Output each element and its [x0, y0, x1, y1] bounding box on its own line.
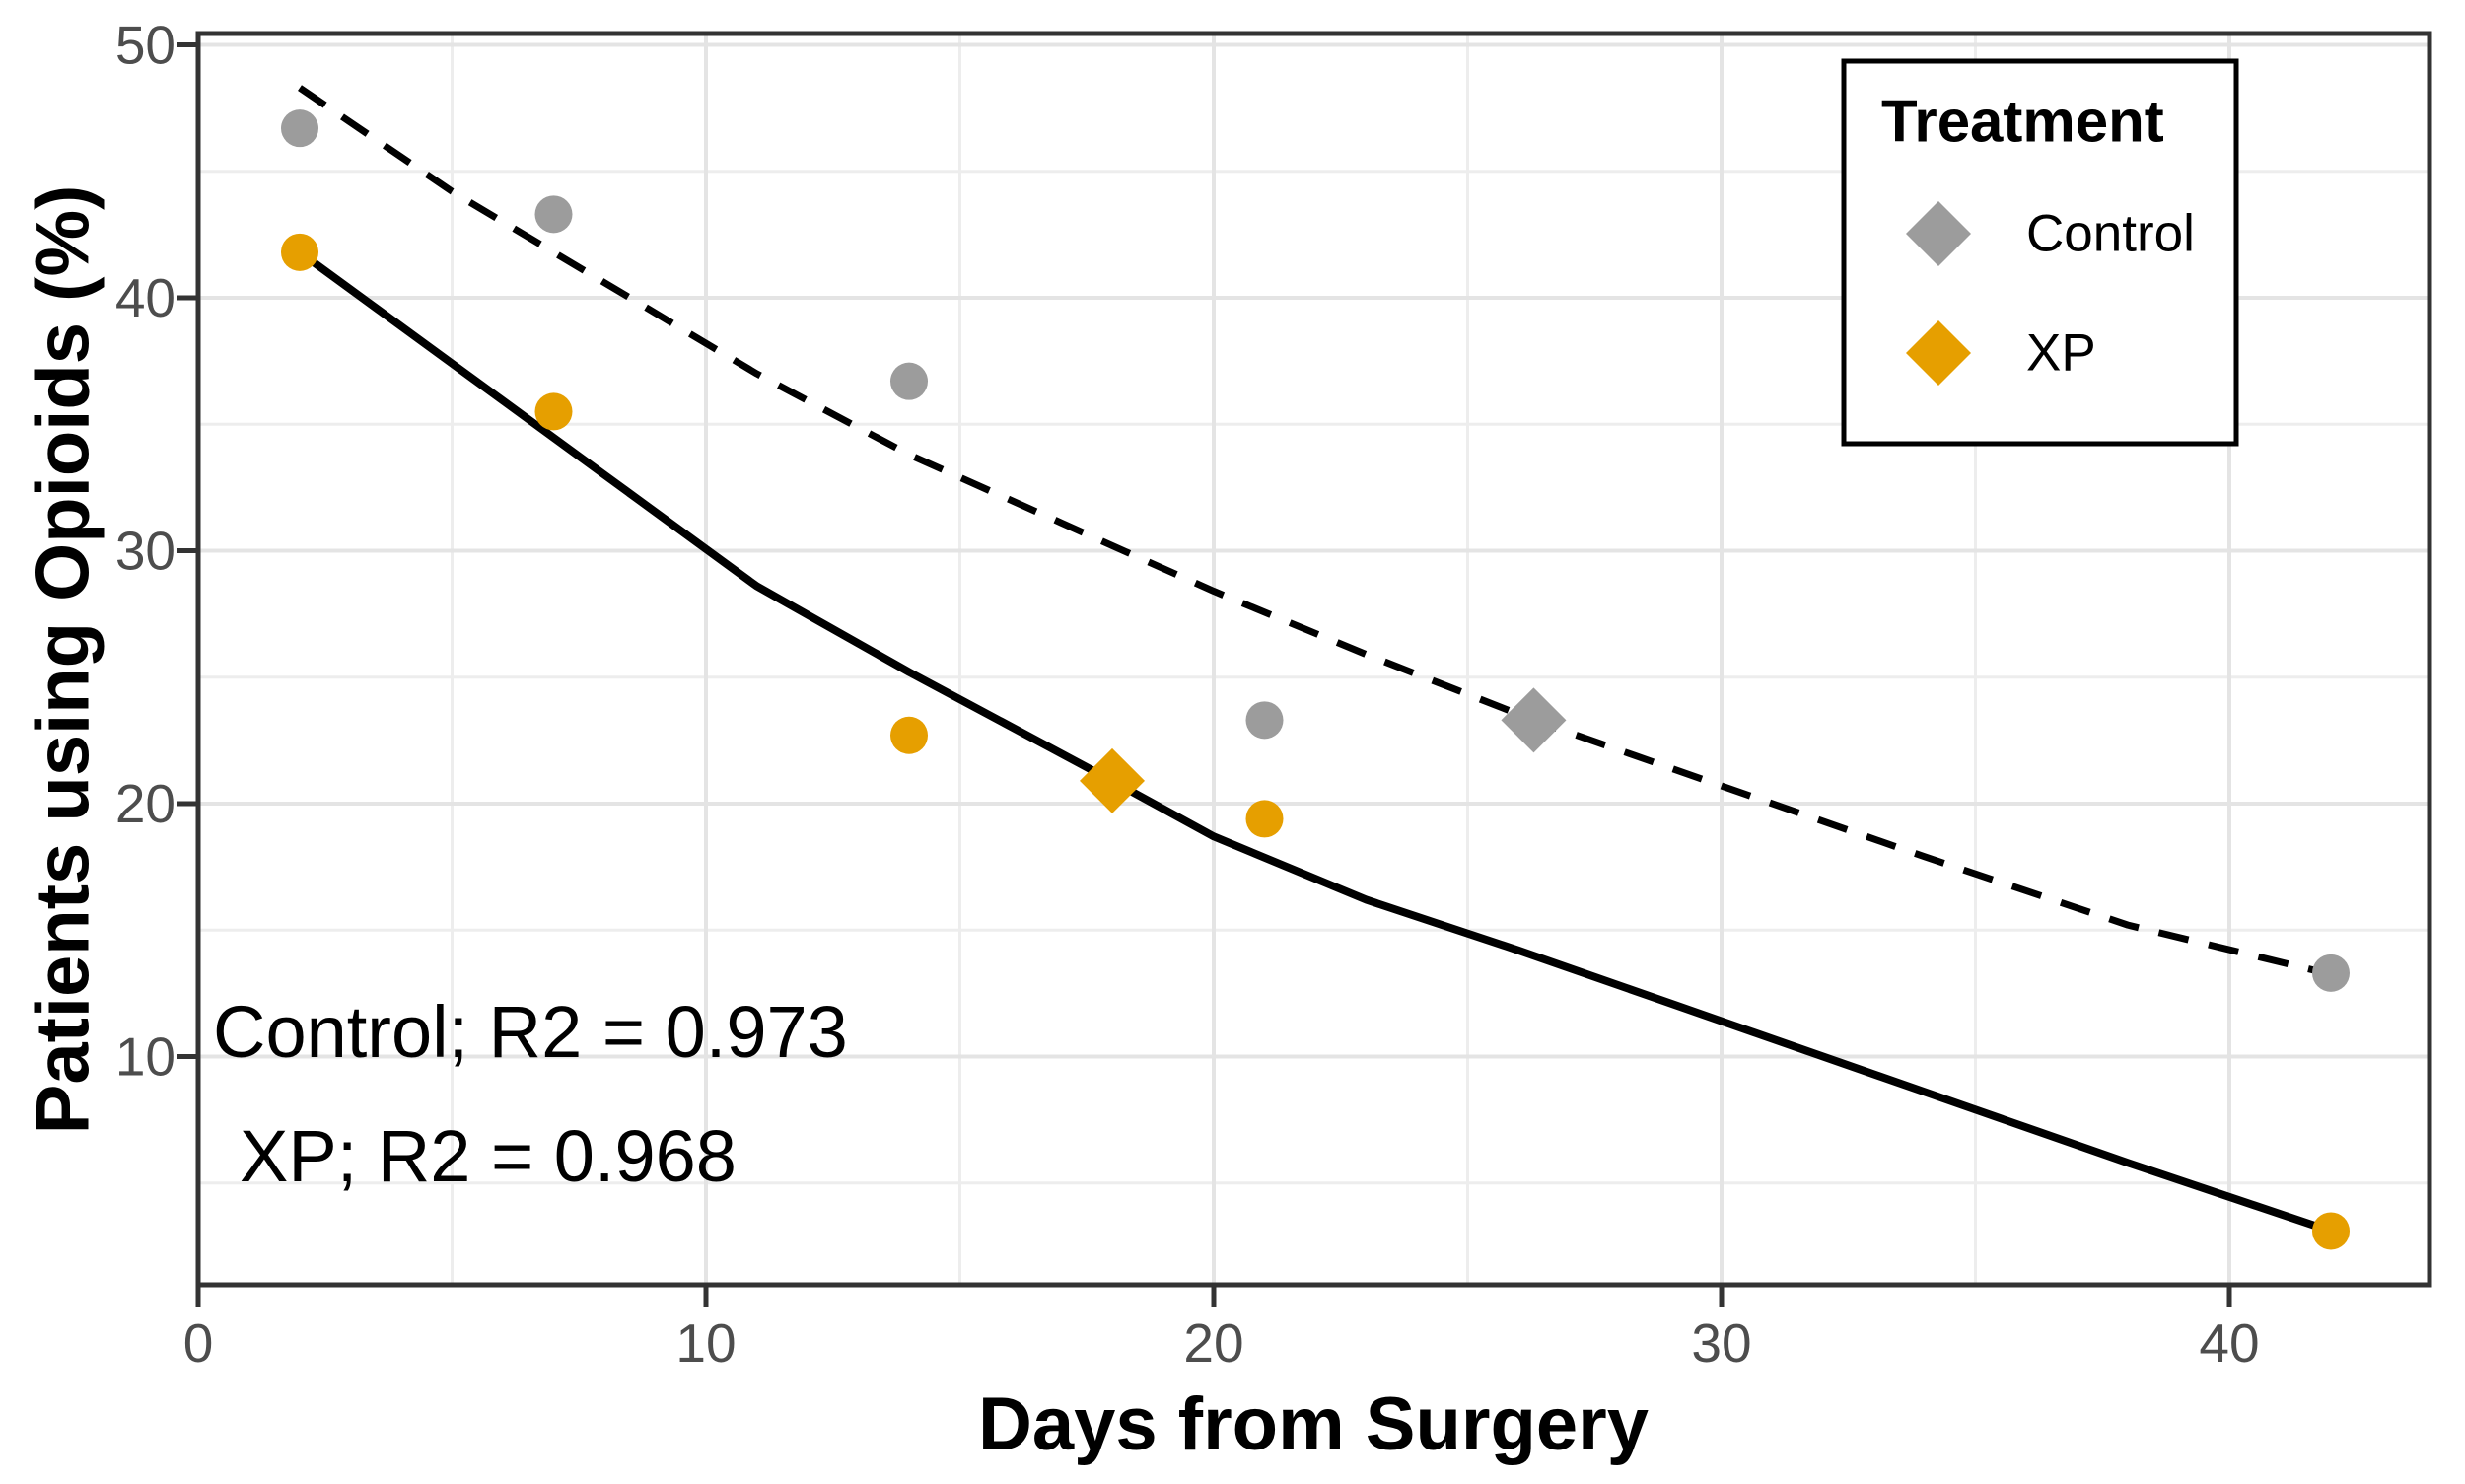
control-data-point — [1245, 701, 1284, 740]
x-tick-label-0: 0 — [183, 1312, 214, 1374]
data-points — [281, 109, 2350, 1250]
xp-data-point — [534, 392, 573, 431]
legend-box — [1841, 58, 2239, 447]
y-axis-title: Patients using Opioids (%) — [22, 185, 106, 1135]
control-diamond-point — [1501, 687, 1567, 753]
legend-xp-diamond-icon — [1906, 320, 1971, 386]
panel-border — [195, 31, 2432, 1288]
legend-title: Treatment — [1881, 89, 2164, 155]
legend: Treatment Control XP — [1841, 58, 2239, 447]
xp-data-point — [1245, 800, 1284, 838]
gridlines — [198, 34, 2430, 1285]
xp-diamond-point — [1080, 747, 1145, 813]
annotation-xp-r2: XP; R2 = 0.968 — [240, 1115, 737, 1197]
control-data-point — [281, 109, 318, 148]
annotation-control-r2: Control; R2 = 0.973 — [213, 991, 848, 1073]
y-tick-label-20: 20 — [115, 773, 176, 834]
y-tick-label-40: 40 — [115, 267, 176, 328]
y-tick-label-30: 30 — [115, 521, 176, 582]
x-tick-label-10: 10 — [675, 1312, 736, 1374]
xp-data-point — [2312, 1212, 2350, 1250]
tick-marks — [177, 42, 2232, 1307]
x-tick-label-20: 20 — [1183, 1312, 1243, 1374]
control-data-point — [534, 195, 573, 234]
control-fit-line — [298, 85, 2332, 978]
xp-data-point — [281, 233, 318, 271]
x-tick-label-40: 40 — [2199, 1312, 2259, 1374]
y-tick-label-10: 10 — [115, 1026, 176, 1088]
xp-data-point — [890, 716, 928, 754]
x-axis-title: Days from Surgery — [978, 1382, 1649, 1466]
y-tick-label-50: 50 — [115, 15, 176, 76]
control-data-point — [2312, 954, 2350, 992]
xp-fit-line — [297, 248, 2333, 1236]
control-data-point — [890, 362, 928, 400]
x-tick-label-30: 30 — [1691, 1312, 1751, 1374]
legend-label-xp: XP — [2026, 324, 2096, 383]
legend-control-diamond-icon — [1906, 201, 1971, 266]
fit-lines — [297, 85, 2333, 1236]
legend-label-control: Control — [2026, 205, 2195, 263]
